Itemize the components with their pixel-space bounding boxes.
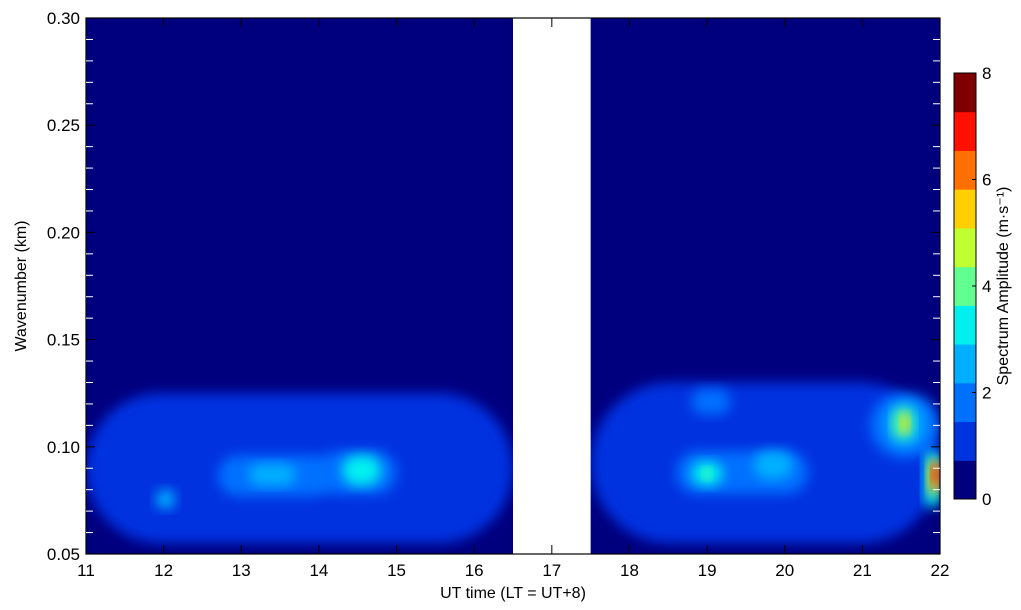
colorbar-tick-label: 0 <box>982 490 991 509</box>
heatmap-region-9 <box>703 468 711 479</box>
colorbar-segment <box>954 227 976 268</box>
x-tick-label: 11 <box>77 561 95 580</box>
y-tick-label: 0.20 <box>47 223 80 242</box>
plot-layer <box>86 18 940 554</box>
heatmap-region-15 <box>901 414 909 432</box>
colorbar-label: Spectrum Amplitude (m·s⁻¹) <box>995 187 1012 386</box>
y-tick-label: 0.15 <box>47 331 80 350</box>
colorbar-segment <box>954 344 976 384</box>
tick-layer: 11 12 13 14 15 16 17 18 19 20 21 22 0.05 0.10 0.15 0.20… <box>47 9 950 580</box>
x-tick-label: 13 <box>232 561 251 580</box>
colorbar-segment <box>954 382 976 423</box>
colorbar-segment <box>954 421 976 461</box>
colorbar-segment <box>954 111 976 151</box>
heatmap-region-5 <box>249 463 296 486</box>
data-gap <box>513 18 591 554</box>
x-tick-label: 20 <box>775 561 794 580</box>
colorbar-segment <box>954 73 976 113</box>
y-tick-label: 0.25 <box>47 116 80 135</box>
colorbar-tick-label: 4 <box>982 277 991 296</box>
x-tick-label: 19 <box>698 561 717 580</box>
heatmap-region-18 <box>932 463 940 486</box>
y-tick-label: 0.10 <box>47 438 80 457</box>
colorbar-tick-label: 6 <box>982 171 991 190</box>
colorbar: 0 2 4 6 8 <box>953 64 991 509</box>
colorbar-tick-label: 8 <box>982 64 991 83</box>
x-tick-label: 22 <box>931 561 950 580</box>
heatmap-region-11 <box>691 388 731 415</box>
heatmap-region-10 <box>753 451 793 479</box>
y-axis-label: Wavenumber (km) <box>13 221 30 352</box>
frame-layer <box>85 17 941 555</box>
x-tick-label: 17 <box>542 561 561 580</box>
colorbar-segment <box>954 305 976 345</box>
y-tick-label: 0.30 <box>47 9 80 28</box>
plot-frame <box>85 17 941 555</box>
heatmap-region-6 <box>342 455 382 486</box>
colorbar-segment <box>954 150 976 190</box>
x-tick-label: 16 <box>465 561 484 580</box>
heatmap-region-4 <box>155 489 176 509</box>
x-tick-label: 21 <box>853 561 872 580</box>
y-tick-label: 0.05 <box>47 545 80 564</box>
x-tick-label: 15 <box>387 561 406 580</box>
colorbar-segment <box>954 460 976 500</box>
colorbar-tick-label: 2 <box>982 384 991 403</box>
colorbar-segment <box>954 189 976 229</box>
x-tick-label: 14 <box>309 561 328 580</box>
x-tick-label: 12 <box>154 561 173 580</box>
x-tick-label: 18 <box>620 561 639 580</box>
colorbar-segment <box>954 266 976 306</box>
x-axis-label: UT time (LT = UT+8) <box>440 585 586 602</box>
